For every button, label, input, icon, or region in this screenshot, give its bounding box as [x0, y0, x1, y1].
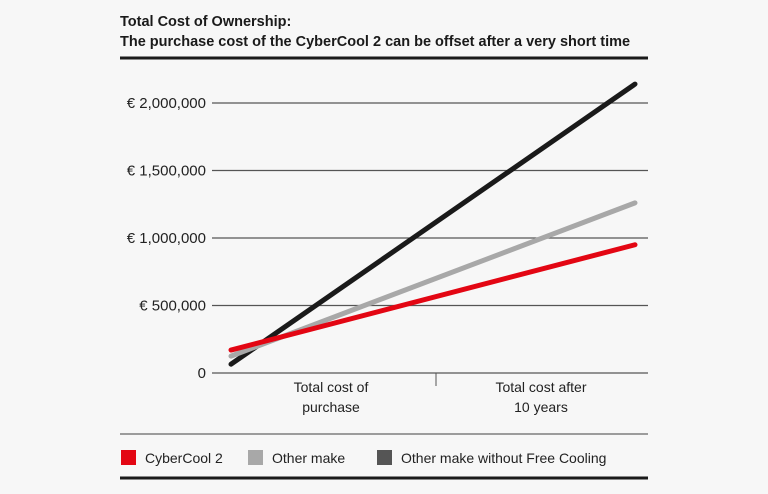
x-category-label: Total cost of [294, 379, 369, 395]
legend-label: Other make without Free Cooling [401, 450, 606, 466]
legend-swatch [121, 450, 136, 465]
y-tick-label: € 500,000 [139, 298, 206, 315]
y-tick-label: € 1,000,000 [127, 230, 206, 247]
legend-label: CyberCool 2 [145, 450, 223, 466]
chart-subtitle: The purchase cost of the CyberCool 2 can… [120, 34, 631, 50]
y-tick-label: € 2,000,000 [127, 95, 206, 112]
x-category-label: 10 years [514, 399, 568, 415]
legend-swatch [377, 450, 392, 465]
x-category-label: Total cost after [495, 379, 586, 395]
chart-title: Total Cost of Ownership: [120, 14, 292, 30]
series-line-cybercool-2 [228, 242, 638, 353]
legend-swatch [248, 450, 263, 465]
y-tick-label: € 1,500,000 [127, 163, 206, 180]
y-tick-label: 0 [198, 365, 206, 382]
legend-label: Other make [272, 450, 345, 466]
series-line-other-make-without-free-cooling [228, 81, 638, 367]
x-category-label: purchase [302, 399, 360, 415]
